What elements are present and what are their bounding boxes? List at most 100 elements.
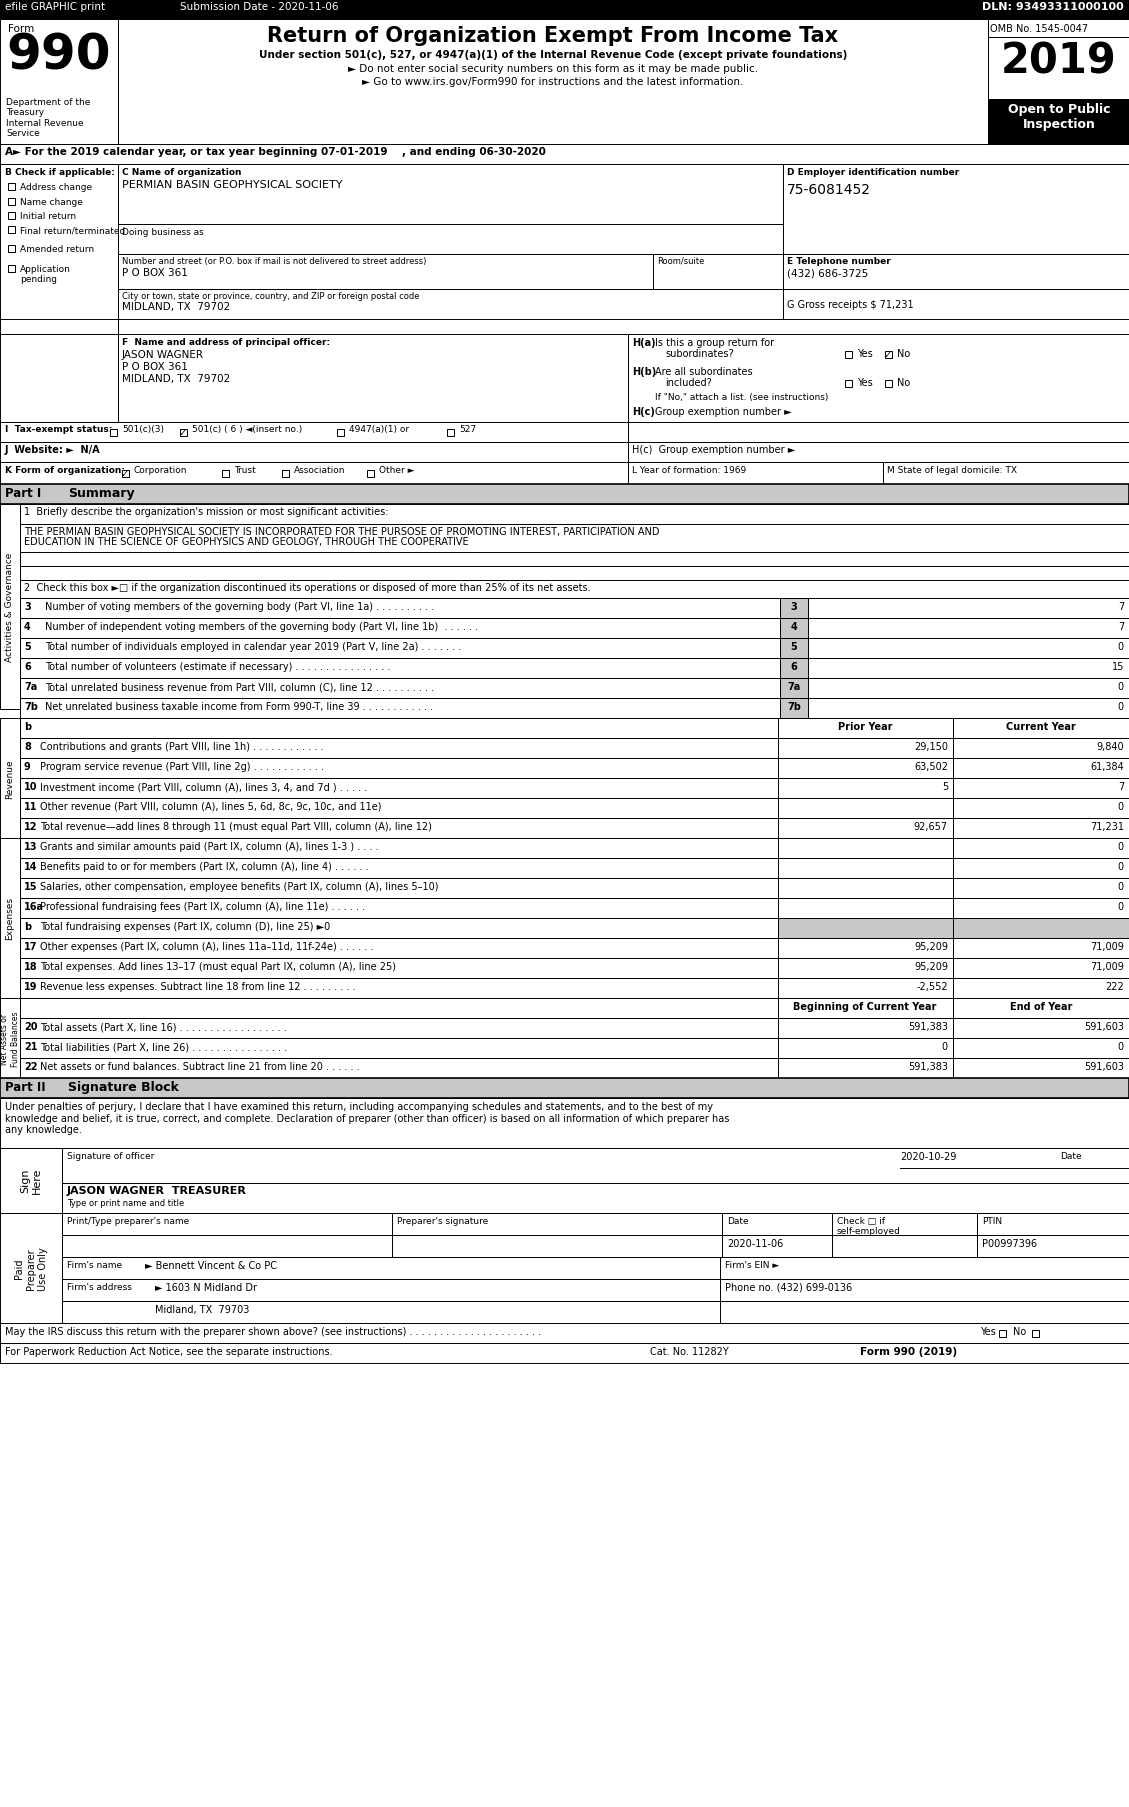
Text: 0: 0 <box>1118 862 1124 871</box>
Text: Part II: Part II <box>5 1081 45 1093</box>
Text: 3: 3 <box>24 602 30 611</box>
Bar <box>20 658 780 679</box>
Text: PTIN: PTIN <box>982 1216 1003 1225</box>
Text: included?: included? <box>665 378 711 389</box>
Text: No: No <box>898 349 910 360</box>
Text: Department of the
Treasury
Internal Revenue
Service: Department of the Treasury Internal Reve… <box>6 98 90 137</box>
Text: 20: 20 <box>24 1021 37 1032</box>
Text: C Name of organization: C Name of organization <box>122 168 242 177</box>
Text: Expenses: Expenses <box>6 896 15 940</box>
Bar <box>1032 1330 1039 1337</box>
Text: 19: 19 <box>24 981 37 992</box>
Text: 7b: 7b <box>24 701 38 712</box>
Text: Other revenue (Part VIII, column (A), lines 5, 6d, 8c, 9c, 10c, and 11e): Other revenue (Part VIII, column (A), li… <box>40 802 382 811</box>
Text: H(c)  Group exemption number ►: H(c) Group exemption number ► <box>632 445 795 455</box>
Bar <box>780 699 808 719</box>
Bar <box>953 1039 1129 1059</box>
Bar <box>367 470 374 477</box>
Bar <box>20 999 778 1019</box>
Bar <box>20 567 1129 580</box>
Text: Summary: Summary <box>68 486 134 501</box>
Text: P00997396: P00997396 <box>982 1238 1038 1249</box>
Bar <box>723 1236 832 1258</box>
Text: 10: 10 <box>24 782 37 791</box>
Text: Grants and similar amounts paid (Part IX, column (A), lines 1-3 ) . . . .: Grants and similar amounts paid (Part IX… <box>40 842 378 851</box>
Bar <box>953 878 1129 898</box>
Text: Other ►: Other ► <box>379 466 414 475</box>
Bar <box>0 484 1129 504</box>
Bar <box>977 1236 1129 1258</box>
Text: 7a: 7a <box>787 681 800 692</box>
Text: Preparer's signature: Preparer's signature <box>397 1216 488 1225</box>
Bar <box>0 838 20 999</box>
Text: 8: 8 <box>24 741 30 752</box>
Bar <box>0 320 119 334</box>
Text: 2  Check this box ►□ if the organization discontinued its operations or disposed: 2 Check this box ►□ if the organization … <box>24 582 590 593</box>
Bar <box>0 1099 1129 1149</box>
Text: 7: 7 <box>1118 782 1124 791</box>
Text: 2020-11-06: 2020-11-06 <box>727 1238 784 1249</box>
Text: Other expenses (Part IX, column (A), lines 11a–11d, 11f-24e) . . . . . .: Other expenses (Part IX, column (A), lin… <box>40 941 374 952</box>
Text: JASON WAGNER  TREASURER: JASON WAGNER TREASURER <box>67 1185 247 1196</box>
Text: If "No," attach a list. (see instructions): If "No," attach a list. (see instruction… <box>655 392 829 401</box>
Bar <box>784 255 1129 289</box>
Text: 591,603: 591,603 <box>1084 1021 1124 1032</box>
Bar <box>0 504 20 710</box>
Bar <box>20 598 780 618</box>
Text: Signature of officer: Signature of officer <box>67 1151 155 1160</box>
Bar <box>953 719 1129 739</box>
Bar <box>110 430 116 435</box>
Bar <box>778 838 953 858</box>
Text: H(a): H(a) <box>632 338 656 347</box>
Text: Net Assets or
Fund Balances: Net Assets or Fund Balances <box>0 1010 19 1066</box>
Text: 7: 7 <box>1118 622 1124 632</box>
Text: Open to Public
Inspection: Open to Public Inspection <box>1008 103 1110 130</box>
Text: Amended return: Amended return <box>20 246 94 253</box>
Bar <box>808 598 1129 618</box>
Text: 9: 9 <box>24 761 30 772</box>
Text: H(c): H(c) <box>632 407 655 417</box>
Text: 0: 0 <box>1118 802 1124 811</box>
Text: 591,383: 591,383 <box>908 1021 948 1032</box>
Text: 0: 0 <box>1118 681 1124 692</box>
Text: Phone no. (432) 699-0136: Phone no. (432) 699-0136 <box>725 1283 852 1292</box>
Bar <box>0 164 119 334</box>
Text: efile GRAPHIC print: efile GRAPHIC print <box>5 2 105 13</box>
Bar <box>8 246 15 253</box>
Bar <box>778 958 953 978</box>
Text: 18: 18 <box>24 961 37 972</box>
Bar <box>778 858 953 878</box>
Bar <box>808 638 1129 658</box>
Text: Total fundraising expenses (Part IX, column (D), line 25) ►0: Total fundraising expenses (Part IX, col… <box>40 922 331 931</box>
Text: JASON WAGNER: JASON WAGNER <box>122 351 204 360</box>
Bar <box>628 443 1129 463</box>
Text: D Employer identification number: D Employer identification number <box>787 168 960 177</box>
Text: Type or print name and title: Type or print name and title <box>67 1198 184 1207</box>
Text: 5: 5 <box>942 782 948 791</box>
Text: Corporation: Corporation <box>134 466 187 475</box>
Bar <box>977 1212 1129 1236</box>
Bar <box>832 1236 977 1258</box>
Bar <box>122 470 129 477</box>
Text: 4: 4 <box>790 622 797 632</box>
Bar <box>653 255 784 289</box>
Bar <box>392 1236 723 1258</box>
Text: ► Bennett Vincent & Co PC: ► Bennett Vincent & Co PC <box>145 1259 277 1270</box>
Text: Total expenses. Add lines 13–17 (must equal Part IX, column (A), line 25): Total expenses. Add lines 13–17 (must eq… <box>40 961 396 972</box>
Bar <box>844 379 851 387</box>
Text: B Check if applicable:: B Check if applicable: <box>5 168 115 177</box>
Text: -2,552: -2,552 <box>917 981 948 992</box>
Text: Number of voting members of the governing body (Part VI, line 1a) . . . . . . . : Number of voting members of the governin… <box>45 602 435 611</box>
Bar <box>119 334 628 423</box>
Text: 3: 3 <box>790 602 797 611</box>
Text: subordinates?: subordinates? <box>665 349 734 360</box>
Text: 1  Briefly describe the organization's mission or most significant activities:: 1 Briefly describe the organization's mi… <box>24 506 388 517</box>
Text: Submission Date - 2020-11-06: Submission Date - 2020-11-06 <box>180 2 339 13</box>
Text: Total unrelated business revenue from Part VIII, column (C), line 12 . . . . . .: Total unrelated business revenue from Pa… <box>45 681 435 692</box>
Text: Revenue: Revenue <box>6 759 15 799</box>
Text: Yes: Yes <box>980 1326 996 1335</box>
Bar <box>20 504 1129 524</box>
Text: 71,231: 71,231 <box>1089 822 1124 831</box>
Bar <box>20 618 780 638</box>
Text: 92,657: 92,657 <box>913 822 948 831</box>
